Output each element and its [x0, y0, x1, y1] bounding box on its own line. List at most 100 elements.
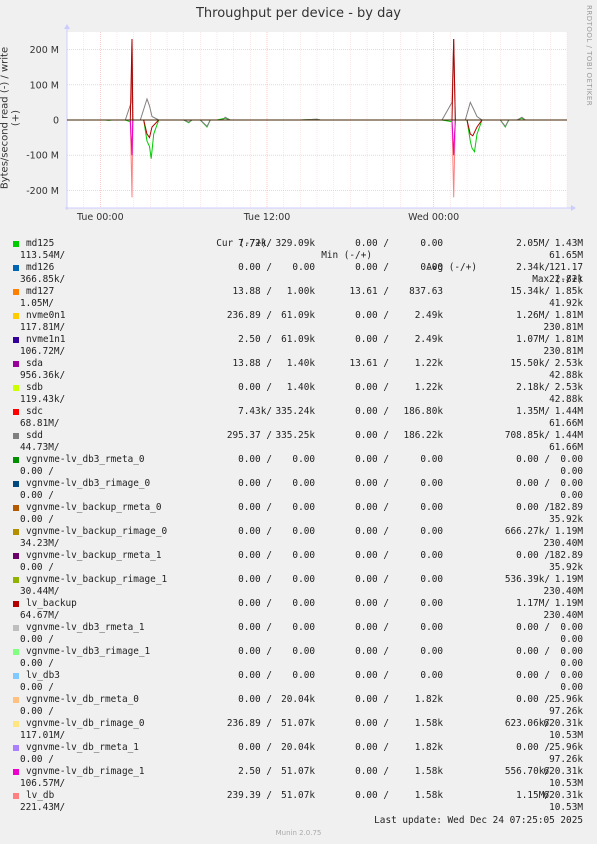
legend-row-wrap: 0.00 / 97.26k [0, 706, 597, 718]
legend-cur-read: 236.89 / [226, 310, 272, 321]
legend-max-read: 2.34k/ [516, 262, 550, 273]
y-tick-label: -200 M [26, 186, 59, 197]
legend-avg-write: 106.57M/ [20, 778, 66, 789]
legend-avg-write: 0.00 / [20, 466, 54, 477]
legend-swatch [13, 457, 19, 463]
legend-device-name: lv_db [26, 790, 55, 801]
legend-avg-write: 956.36k/ [20, 370, 66, 381]
legend-row-wrap: 0.00 / 0.00 [0, 682, 597, 694]
legend-min-read: 0.00 / [355, 526, 389, 537]
legend-cur-write: 0.00 [292, 526, 315, 537]
legend-cur-read: 0.00 / [238, 694, 272, 705]
legend-row-wrap: 0.00 / 0.00 [0, 466, 597, 478]
legend-row: lv_db3 0.00 / 0.00 0.00 / 0.00 0.00 / 0.00 [0, 670, 597, 682]
legend-max-wrap: 97.26k [549, 754, 583, 765]
legend-min-write: 1.22k [414, 382, 443, 393]
legend-header-min: Min (-/+) [321, 250, 372, 261]
legend-cur-write: 61.09k [281, 334, 315, 345]
legend-row: sda 13.88 / 1.40k 13.61 / 1.22k 15.50k/2.53k [0, 358, 597, 370]
legend-max-write: 1.81M [554, 310, 583, 321]
legend-min-read: 13.61 / [349, 286, 389, 297]
legend-device-name: sda [26, 358, 43, 369]
legend-row-wrap: 44.73M/61.66M [0, 442, 597, 454]
legend-cur-read: 0.00 / [238, 454, 272, 465]
legend-avg-write: 221.43M/ [20, 802, 66, 813]
legend-max-wrap: 35.92k [549, 562, 583, 573]
legend-device-name: nvme1n1 [26, 334, 66, 345]
legend-avg-write: 0.00 / [20, 514, 54, 525]
y-tick-label: -100 M [26, 151, 59, 162]
legend-row: vgnvme-lv_backup_rimage_1 0.00 / 0.00 0.00 … [0, 574, 597, 586]
legend-cur-read: 0.00 / [238, 574, 272, 585]
legend-row: vgnvme-lv_db3_rimage_1 0.00 / 0.00 0.00 / 0.… [0, 646, 597, 658]
legend-device-name: md126 [26, 262, 55, 273]
legend-cur-read: 0.00 / [238, 598, 272, 609]
legend-row: vgnvme-lv_backup_rimage_0 0.00 / 0.00 0.00 … [0, 526, 597, 538]
legend-cur-read: 2.50 / [238, 766, 272, 777]
legend-cur-write: 0.00 [292, 550, 315, 561]
legend-min-write: 0.00 [420, 478, 443, 489]
legend-min-read: 0.00 / [355, 454, 389, 465]
legend-cur-read: 236.89 / [226, 718, 272, 729]
legend-row: vgnvme-lv_db_rimage_1 2.50 / 51.07k 0.00 / 1… [0, 766, 597, 778]
legend-min-write: 0.00 [420, 598, 443, 609]
legend-min-write: 0.00 [420, 550, 443, 561]
legend-avg-write: 119.43k/ [20, 394, 66, 405]
legend-max-write: 620.31k [543, 766, 583, 777]
legend-min-write: 0.00 [420, 574, 443, 585]
legend-row-wrap: 0.00 / 0.00 [0, 490, 597, 502]
legend-avg-write: 0.00 / [20, 658, 54, 669]
legend-max-read: 15.50k/ [510, 358, 550, 369]
legend-min-write: 0.00 [420, 262, 443, 273]
legend-cur-write: 0.00 [292, 622, 315, 633]
legend-max-read: 623.06k/ [504, 718, 550, 729]
legend-cur-write: 51.07k [281, 790, 315, 801]
legend-cur-read: 0.00 / [238, 550, 272, 561]
legend-max-wrap: 230.40M [543, 586, 583, 597]
legend-cur-write: 0.00 [292, 454, 315, 465]
legend-rows: md125 7.72k/329.09k 0.00 /0.00 2.05M/1.43M 1… [0, 238, 597, 814]
legend-min-read: 0.00 / [355, 622, 389, 633]
legend-avg-write: 0.00 / [20, 754, 54, 765]
legend-row-wrap: 117.81M/230.81M [0, 322, 597, 334]
legend-max-write: 1.81M [554, 334, 583, 345]
legend-cur-read: 0.00 / [238, 670, 272, 681]
legend-min-read: 0.00 / [355, 406, 389, 417]
legend-row: vgnvme-lv_db3_rimage_0 0.00 / 0.00 0.00 / 0.… [0, 478, 597, 490]
legend-swatch [13, 625, 19, 631]
legend-avg-write: 0.00 / [20, 490, 54, 501]
legend-row-wrap: 117.01M/10.53M [0, 730, 597, 742]
x-tick-label: Tue 00:00 [76, 212, 124, 223]
x-tick-label: Tue 12:00 [243, 212, 291, 223]
legend-cur-read: 0.00 / [238, 262, 272, 273]
legend-min-read: 13.61 / [349, 358, 389, 369]
legend-max-read: 2.18k/ [516, 382, 550, 393]
legend-max-wrap: 230.40M [543, 538, 583, 549]
legend-device-name: vgnvme-lv_db_rimage_1 [26, 766, 145, 777]
legend-max-write: 0.00 [560, 670, 583, 681]
legend-cur-read: 0.00 / [238, 646, 272, 657]
legend-max-write: 2.53k [554, 358, 583, 369]
legend-row-wrap: 119.43k/42.88k [0, 394, 597, 406]
legend-max-read: 0.00 / [516, 694, 550, 705]
legend-swatch [13, 745, 19, 751]
legend-cur-read: 13.88 / [232, 286, 272, 297]
last-update: Last update: Wed Dec 24 07:25:05 2025 [374, 815, 583, 826]
legend-max-write: 620.31k [543, 718, 583, 729]
legend-cur-read: 0.00 / [238, 526, 272, 537]
legend-avg-write: 68.81M/ [20, 418, 60, 429]
y-tick-label: 0 [53, 116, 59, 127]
legend-max-write: 1.19M [554, 526, 583, 537]
legend-max-write: 1.43M [554, 238, 583, 249]
legend-max-write: 25.96k [549, 742, 583, 753]
legend-row: vgnvme-lv_db_rmeta_1 0.00 / 20.04k 0.00 / 1.… [0, 742, 597, 754]
legend-min-write: 0.00 [420, 526, 443, 537]
legend-min-read: 0.00 / [355, 502, 389, 513]
legend-max-wrap: 10.53M [549, 802, 583, 813]
legend-min-write: 1.58k [414, 790, 443, 801]
legend-max-wrap: 42.88k [549, 370, 583, 381]
legend-row: vgnvme-lv_db3_rmeta_0 0.00 / 0.00 0.00 / 0.0… [0, 454, 597, 466]
legend-cur-write: 1.00k [286, 286, 315, 297]
legend-min-write: 0.00 [420, 238, 443, 249]
legend-device-name: vgnvme-lv_backup_rimage_1 [26, 574, 168, 585]
